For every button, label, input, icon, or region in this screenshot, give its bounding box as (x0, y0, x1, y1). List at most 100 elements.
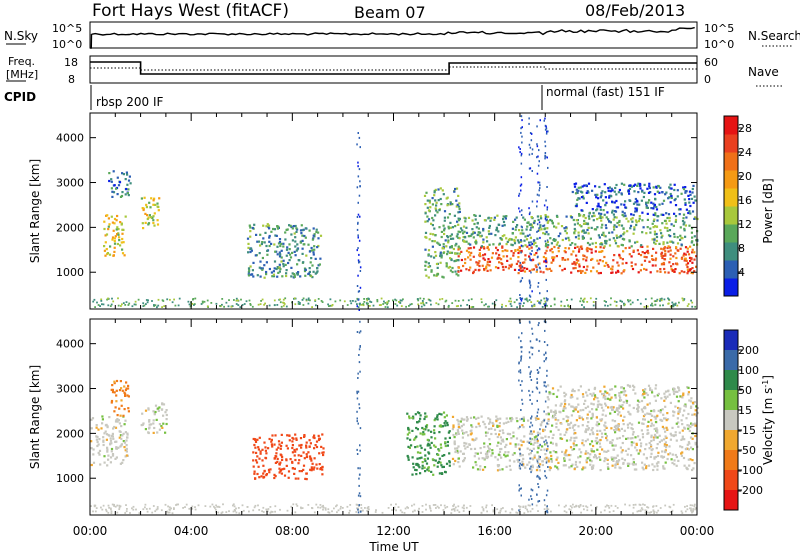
heatmap-cell (129, 182, 132, 185)
heatmap-cell (662, 465, 665, 468)
heatmap-cell (407, 426, 410, 430)
heatmap-cell (485, 303, 487, 306)
heatmap-cell (319, 506, 322, 509)
heatmap-cell (505, 421, 508, 424)
heatmap-cell (590, 449, 593, 452)
heatmap-cell (536, 460, 539, 463)
heatmap-cell (262, 224, 265, 227)
heatmap-cell (531, 450, 533, 452)
heatmap-cell (417, 299, 420, 302)
heatmap-cell (483, 466, 487, 469)
heatmap-cell (623, 429, 626, 432)
heatmap-cell (600, 418, 604, 421)
heatmap-cell (545, 413, 548, 416)
heatmap-cell (530, 226, 532, 229)
heatmap-cell (599, 390, 602, 393)
heatmap-cell (146, 217, 149, 221)
heatmap-cell (638, 217, 641, 220)
heatmap-cell (583, 219, 586, 223)
heatmap-cell (149, 216, 153, 219)
heatmap-cell (661, 191, 664, 194)
heatmap-cell (682, 299, 685, 302)
heatmap-cell (564, 229, 567, 233)
heatmap-cell (671, 301, 674, 304)
heatmap-cell (286, 509, 289, 512)
heatmap-cell (408, 431, 411, 434)
heatmap-cell (447, 225, 450, 228)
heatmap-cell (605, 450, 608, 453)
heatmap-cell (672, 241, 675, 244)
heatmap-cell (573, 185, 577, 188)
heatmap-cell (536, 268, 538, 271)
heatmap-cell (690, 197, 694, 200)
heatmap-cell (415, 473, 418, 476)
heatmap-cell (665, 446, 668, 449)
heatmap-cell (565, 449, 568, 452)
heatmap-cell (604, 404, 608, 407)
heatmap-cell (169, 509, 171, 511)
heatmap-cell (467, 299, 470, 302)
heatmap-cell (458, 210, 461, 213)
heatmap-cell (603, 424, 606, 427)
heatmap-cell (608, 196, 611, 199)
heatmap-cell (643, 413, 647, 416)
heatmap-cell (571, 426, 574, 429)
heatmap-cell (317, 231, 320, 234)
heatmap-cell (658, 440, 661, 444)
heatmap-cell (126, 394, 129, 397)
heatmap-cell (543, 448, 546, 451)
heatmap-cell (590, 270, 593, 273)
heatmap-cell (605, 261, 608, 264)
heatmap-cell (618, 459, 621, 462)
heatmap-cell (162, 300, 165, 302)
heatmap-cell (116, 214, 119, 218)
heatmap-cell (419, 444, 422, 447)
heatmap-cell (372, 304, 375, 307)
heatmap-cell (528, 461, 531, 464)
heatmap-cell (592, 450, 596, 453)
heatmap-cell (117, 446, 120, 449)
heatmap-cell (522, 463, 525, 466)
heatmap-cell (694, 217, 697, 220)
heatmap-cell (624, 206, 627, 209)
heatmap-cell (440, 254, 443, 257)
heatmap-cell (555, 442, 558, 445)
heatmap-cell (690, 507, 692, 510)
heatmap-cell (143, 196, 146, 199)
heatmap-cell (686, 508, 689, 511)
heatmap-cell (645, 443, 648, 446)
heatmap-cell (546, 221, 549, 224)
heatmap-cell (452, 505, 455, 508)
heatmap-cell (689, 259, 692, 263)
heatmap-cell (484, 426, 487, 429)
heatmap-cell (628, 422, 631, 425)
heatmap-cell (160, 425, 163, 428)
heatmap-cell (587, 232, 590, 235)
heatmap-cell (108, 506, 110, 509)
heatmap-cell (508, 464, 511, 468)
colorbar-swatch (724, 170, 738, 189)
colorbar-swatch (724, 410, 738, 431)
heatmap-cell (574, 236, 578, 239)
heatmap-cell (161, 402, 164, 405)
heatmap-cell (675, 455, 678, 459)
heatmap-cell (280, 242, 283, 245)
heatmap-cell (664, 435, 667, 438)
heatmap-cell (119, 380, 122, 383)
heatmap-cell (506, 240, 509, 243)
heatmap-cell (282, 298, 285, 301)
heatmap-cell (499, 509, 502, 512)
heatmap-cell (583, 184, 586, 187)
heatmap-cell (601, 260, 604, 263)
heatmap-cell (608, 231, 611, 234)
heatmap-cell (590, 258, 593, 261)
heatmap-cell (519, 508, 521, 511)
heatmap-cell (551, 442, 554, 445)
heatmap-cell (433, 425, 436, 428)
heatmap-cell (586, 452, 590, 455)
heatmap-cell (463, 444, 466, 447)
heatmap-cell (546, 156, 548, 159)
heatmap-cell (578, 415, 581, 418)
heatmap-cell (357, 259, 360, 262)
heatmap-cell (102, 440, 105, 443)
